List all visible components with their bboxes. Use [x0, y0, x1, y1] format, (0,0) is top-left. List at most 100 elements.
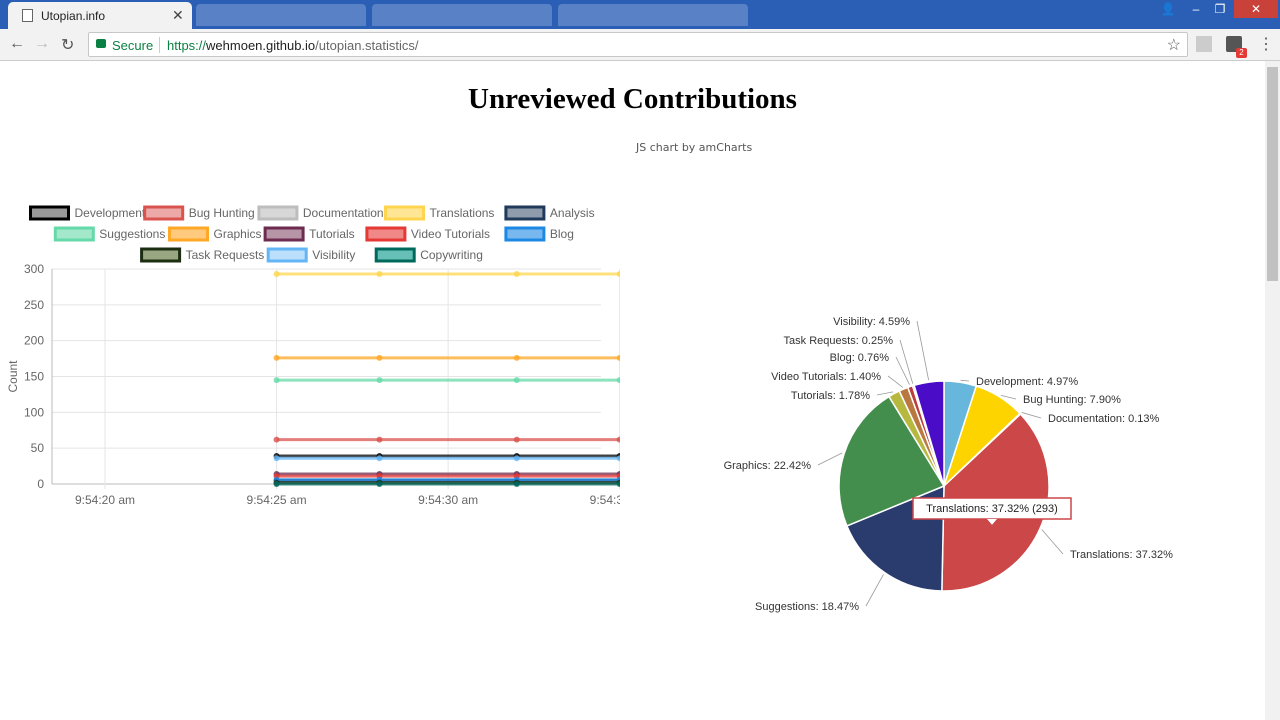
- legend-swatch: [266, 247, 308, 263]
- legend-label: Development: [75, 206, 146, 220]
- back-icon[interactable]: ←: [9, 35, 25, 52]
- close-window-icon[interactable]: ✕: [1234, 0, 1278, 18]
- data-point: [273, 481, 280, 487]
- restore-icon[interactable]: ❐: [1214, 2, 1226, 16]
- pie-label-line: [895, 356, 910, 385]
- page-icon: [22, 9, 33, 22]
- data-point: [513, 354, 520, 361]
- tab-utopian[interactable]: Utopian.info ✕: [8, 2, 192, 29]
- legend-swatch: [504, 226, 546, 242]
- forward-icon[interactable]: →: [34, 35, 50, 52]
- legend-label: Analysis: [550, 206, 595, 220]
- legend-label: Task Requests: [186, 248, 265, 262]
- x-tick-label: 9:54:35 am: [590, 493, 620, 507]
- pie-label: Development: 4.97%: [976, 376, 1078, 388]
- legend-label: Translations: [430, 206, 495, 220]
- pie-label: Video Tutorials: 1.40%: [771, 371, 881, 383]
- legend-swatch: [168, 226, 209, 242]
- legend-swatch: [263, 226, 305, 242]
- profile-icon[interactable]: 👤: [1160, 2, 1176, 16]
- legend-swatch: [384, 205, 425, 221]
- data-point: [376, 377, 383, 384]
- pie-slice: [913, 380, 945, 487]
- data-point: [513, 271, 520, 278]
- pie-label: Visibility: 4.59%: [833, 316, 910, 328]
- data-point: [273, 271, 280, 278]
- legend-label: Blog: [550, 227, 574, 241]
- pie-label-line: [865, 574, 884, 607]
- pie-label-line: [899, 339, 914, 384]
- legend-swatch: [374, 247, 416, 263]
- extension-icon[interactable]: [1196, 36, 1212, 52]
- scrollbar[interactable]: [1265, 61, 1280, 720]
- pie-label-line: [916, 320, 930, 381]
- pie-label: Documentation: 0.13%: [1048, 413, 1160, 425]
- close-tab-icon[interactable]: ✕: [172, 7, 184, 23]
- pie-label-line: [1041, 529, 1064, 555]
- data-point: [616, 455, 620, 462]
- pie-label-line: [1021, 412, 1042, 419]
- pie-label: Bug Hunting: 7.90%: [1023, 394, 1121, 406]
- tooltip-pointer: [985, 518, 999, 528]
- secure-label: Secure: [112, 38, 154, 53]
- tab-background[interactable]: [558, 4, 748, 26]
- legend-label: Copywriting: [420, 248, 483, 262]
- pie-chart: Development: 4.97% Bug Hunting: 7.90% Docu…: [724, 316, 1174, 613]
- legend-label: Suggestions: [99, 227, 165, 241]
- data-point: [616, 271, 620, 278]
- legend-swatch: [365, 226, 407, 242]
- pie-label: Task Requests: 0.25%: [784, 335, 894, 347]
- y-tick-label: 150: [24, 370, 44, 384]
- legend-swatch: [140, 247, 182, 263]
- page-content: Unreviewed Contributions JS chart by amC…: [0, 61, 1265, 720]
- divider: [159, 37, 160, 53]
- browser-titlebar: Utopian.info ✕ 👤 – ❐ ✕: [0, 0, 1280, 29]
- data-point: [273, 436, 280, 443]
- data-point: [376, 354, 383, 361]
- legend-swatch: [29, 205, 70, 221]
- tab-background[interactable]: [372, 4, 552, 26]
- tooltip-text: Translations: 37.32% (293): [926, 503, 1058, 515]
- menu-icon[interactable]: ⋮: [1258, 36, 1274, 53]
- pie-label-line: [817, 452, 843, 466]
- data-point: [513, 436, 520, 443]
- data-point: [513, 481, 520, 487]
- data-point: [616, 354, 620, 361]
- scrollbar-thumb[interactable]: [1267, 67, 1278, 281]
- legend-label: Graphics: [214, 227, 262, 241]
- pie-label: Graphics: 22.42%: [724, 460, 812, 472]
- data-point: [376, 271, 383, 278]
- url-path: /utopian.statistics/: [315, 38, 419, 53]
- browser-toolbar: ← → ↻ Secure https://wehmoen.github.io/u…: [0, 29, 1280, 61]
- legend-swatch: [504, 205, 546, 221]
- y-tick-label: 50: [31, 441, 45, 455]
- data-point: [616, 481, 620, 487]
- pie-tooltip: Translations: 37.32% (293): [912, 497, 1072, 528]
- bookmark-star-icon[interactable]: ☆: [1166, 37, 1181, 54]
- pie-label: Blog: 0.76%: [830, 352, 890, 364]
- line-chart: Development Bug Hunting Documentation Trans…: [6, 205, 620, 507]
- amcharts-credit-link[interactable]: JS chart by amCharts: [636, 141, 753, 154]
- tab-background[interactable]: [196, 4, 366, 26]
- legend-label: Bug Hunting: [189, 206, 255, 220]
- pie-label: Suggestions: 18.47%: [755, 601, 859, 613]
- data-point: [616, 377, 620, 384]
- pie-label-line: [876, 391, 894, 396]
- data-point: [273, 354, 280, 361]
- reload-icon[interactable]: ↻: [61, 37, 75, 54]
- pie-label-line: [960, 379, 970, 382]
- lock-icon: [96, 39, 106, 48]
- url-scheme: https://: [167, 38, 207, 53]
- minimize-icon[interactable]: –: [1192, 2, 1200, 16]
- legend-swatch: [143, 205, 185, 221]
- data-point: [376, 481, 383, 487]
- y-tick-label: 250: [24, 298, 44, 312]
- data-point: [273, 377, 280, 384]
- legend-label: Tutorials: [309, 227, 355, 241]
- x-tick-label: 9:54:30 am: [418, 493, 478, 507]
- y-tick-label: 300: [24, 262, 44, 276]
- data-point: [616, 436, 620, 443]
- data-point: [376, 436, 383, 443]
- x-tick-label: 9:54:20 am: [75, 493, 135, 507]
- address-bar[interactable]: Secure https://wehmoen.github.io/utopian…: [88, 32, 1188, 57]
